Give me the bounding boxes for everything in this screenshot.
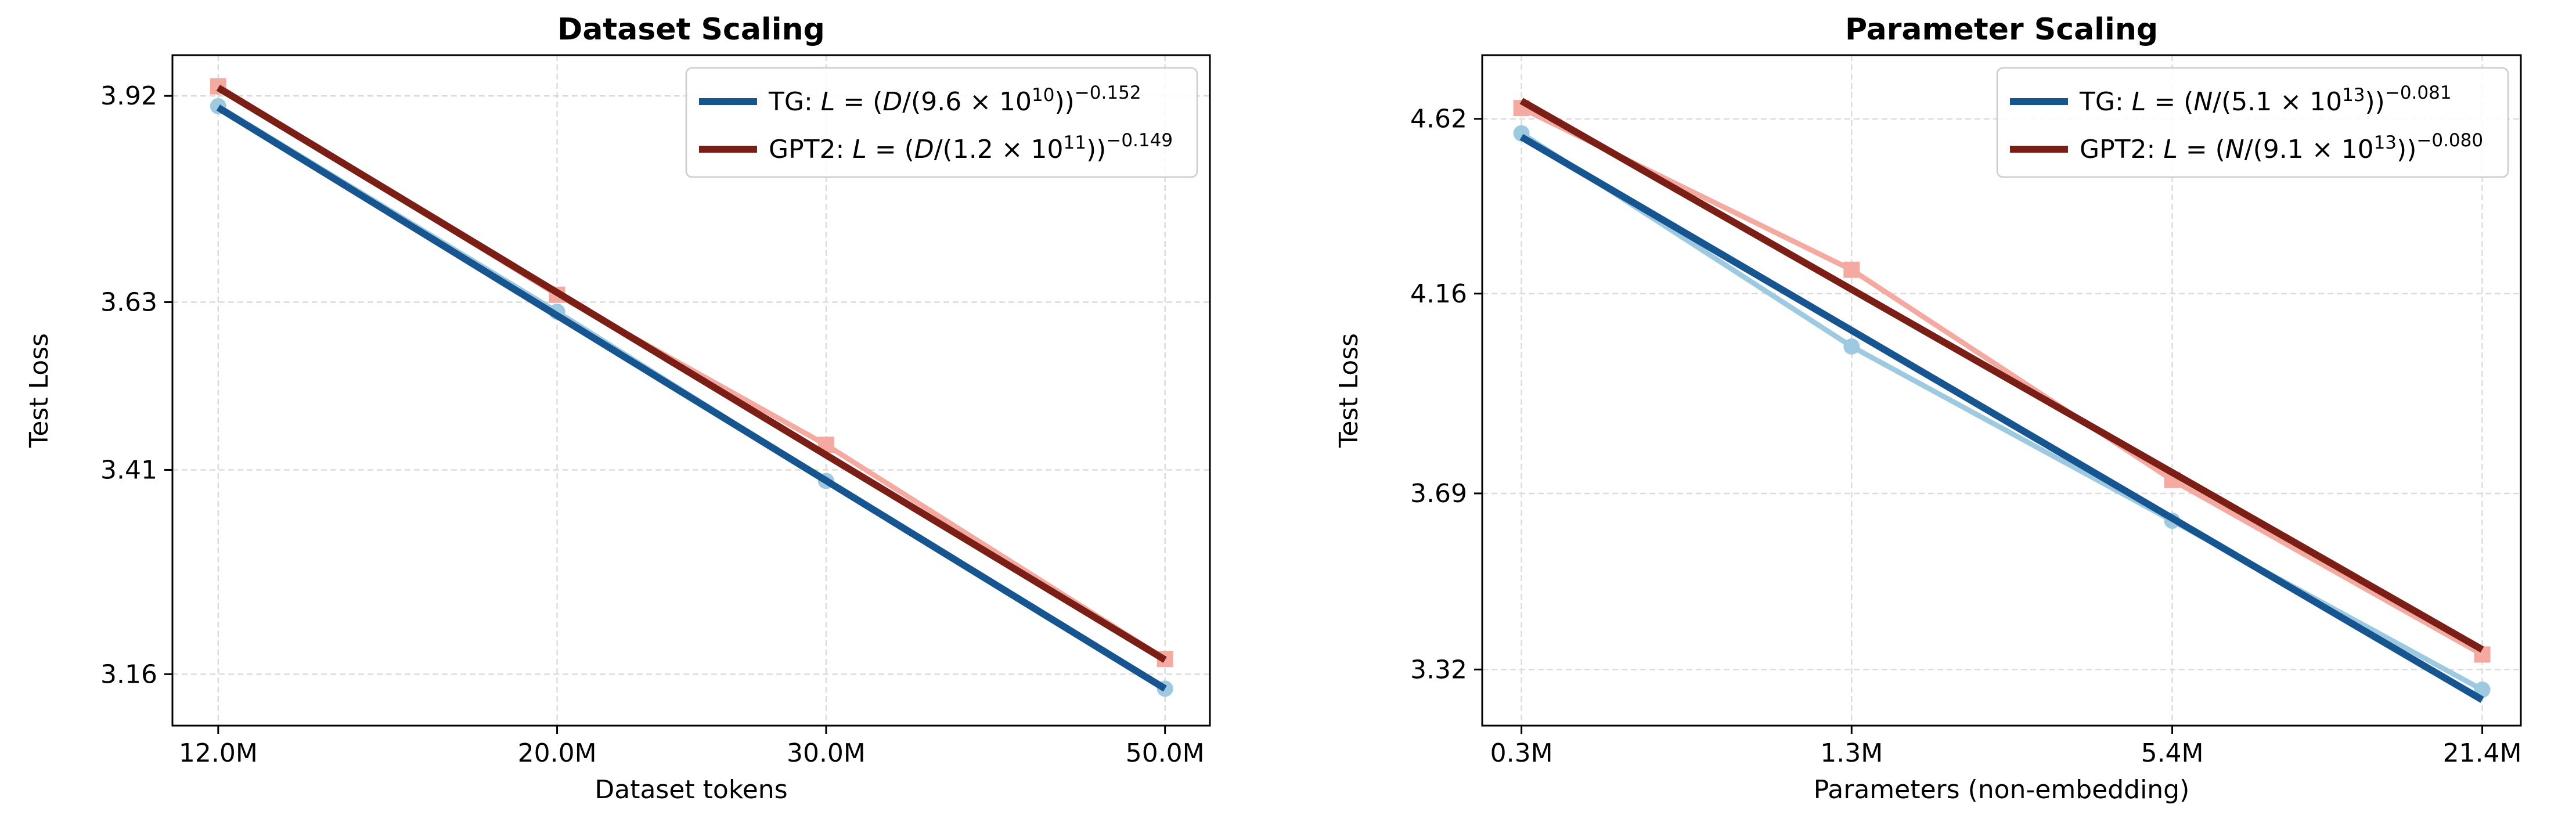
parameter-scaling-panel: 0.3M 1.3M 5.4M 21.4M 3.32 3.69 4.16 4.62 Paramet… xyxy=(1334,12,2522,805)
legend-entry: TG: L = (N/(5.1 × 1013))−0.081 xyxy=(2079,82,2452,117)
legend-entry: TG: L = (D/(9.6 × 1010))−0.152 xyxy=(768,82,1141,117)
axes-frame xyxy=(1481,54,2522,727)
y-tick-label: 3.41 xyxy=(100,455,157,485)
y-axis-label: Test Loss xyxy=(1334,333,1364,448)
y-tick-label: 3.32 xyxy=(1410,655,1467,684)
x-tick-label: 21.4M xyxy=(2443,738,2522,768)
x-axis-label: Parameters (non-embedding) xyxy=(1814,775,2190,805)
gpt2-fit-line xyxy=(216,84,1167,663)
gpt2-data-point xyxy=(1843,261,1860,278)
legend-entry: GPT2: L = (N/(9.1 × 1013))−0.080 xyxy=(2080,130,2483,164)
y-tick-label: 3.63 xyxy=(100,287,157,317)
legend-box xyxy=(685,67,1198,178)
chart-title: Dataset Scaling xyxy=(557,12,825,47)
y-tick-label: 3.69 xyxy=(1410,479,1467,509)
y-tick-label: 4.62 xyxy=(1410,104,1467,134)
y-tick-label: 3.92 xyxy=(100,81,157,111)
legend: TG: L = (N/(5.1 × 1013))−0.081 GPT2: L = … xyxy=(1996,67,2509,178)
tg-fit-line xyxy=(216,104,1167,692)
legend-entry: GPT2: L = (D/(1.2 × 1011))−0.149 xyxy=(769,130,1173,164)
legend: TG: L = (D/(9.6 × 1010))−0.152 GPT2: L = … xyxy=(685,67,1198,178)
tg-fit-line xyxy=(1519,134,2484,703)
gpt2-data-line xyxy=(1519,105,2485,657)
x-tick-label: 5.4M xyxy=(2141,738,2204,768)
y-axis-label: Test Loss xyxy=(24,333,54,448)
y-tick-label: 3.16 xyxy=(100,659,157,689)
x-tick-label: 12.0M xyxy=(179,738,258,768)
axes-frame xyxy=(171,54,1211,727)
x-axis-label: Dataset tokens xyxy=(595,775,787,805)
y-tick-label: 4.16 xyxy=(1410,279,1467,309)
x-tick-label: 20.0M xyxy=(518,738,597,768)
dataset-scaling-panel: 12.0M 20.0M 30.0M 50.0M 3.16 3.41 3.63 3.92 Data… xyxy=(24,12,1211,805)
tg-data-point xyxy=(1843,338,1860,355)
x-tick-label: 30.0M xyxy=(787,738,866,768)
gpt2-fit-line xyxy=(1519,98,2484,653)
x-tick-label: 0.3M xyxy=(1490,738,1553,768)
x-tick-label: 1.3M xyxy=(1820,738,1883,768)
x-tick-label: 50.0M xyxy=(1126,738,1205,768)
chart-title: Parameter Scaling xyxy=(1845,12,2158,47)
legend-box xyxy=(1996,67,2509,178)
